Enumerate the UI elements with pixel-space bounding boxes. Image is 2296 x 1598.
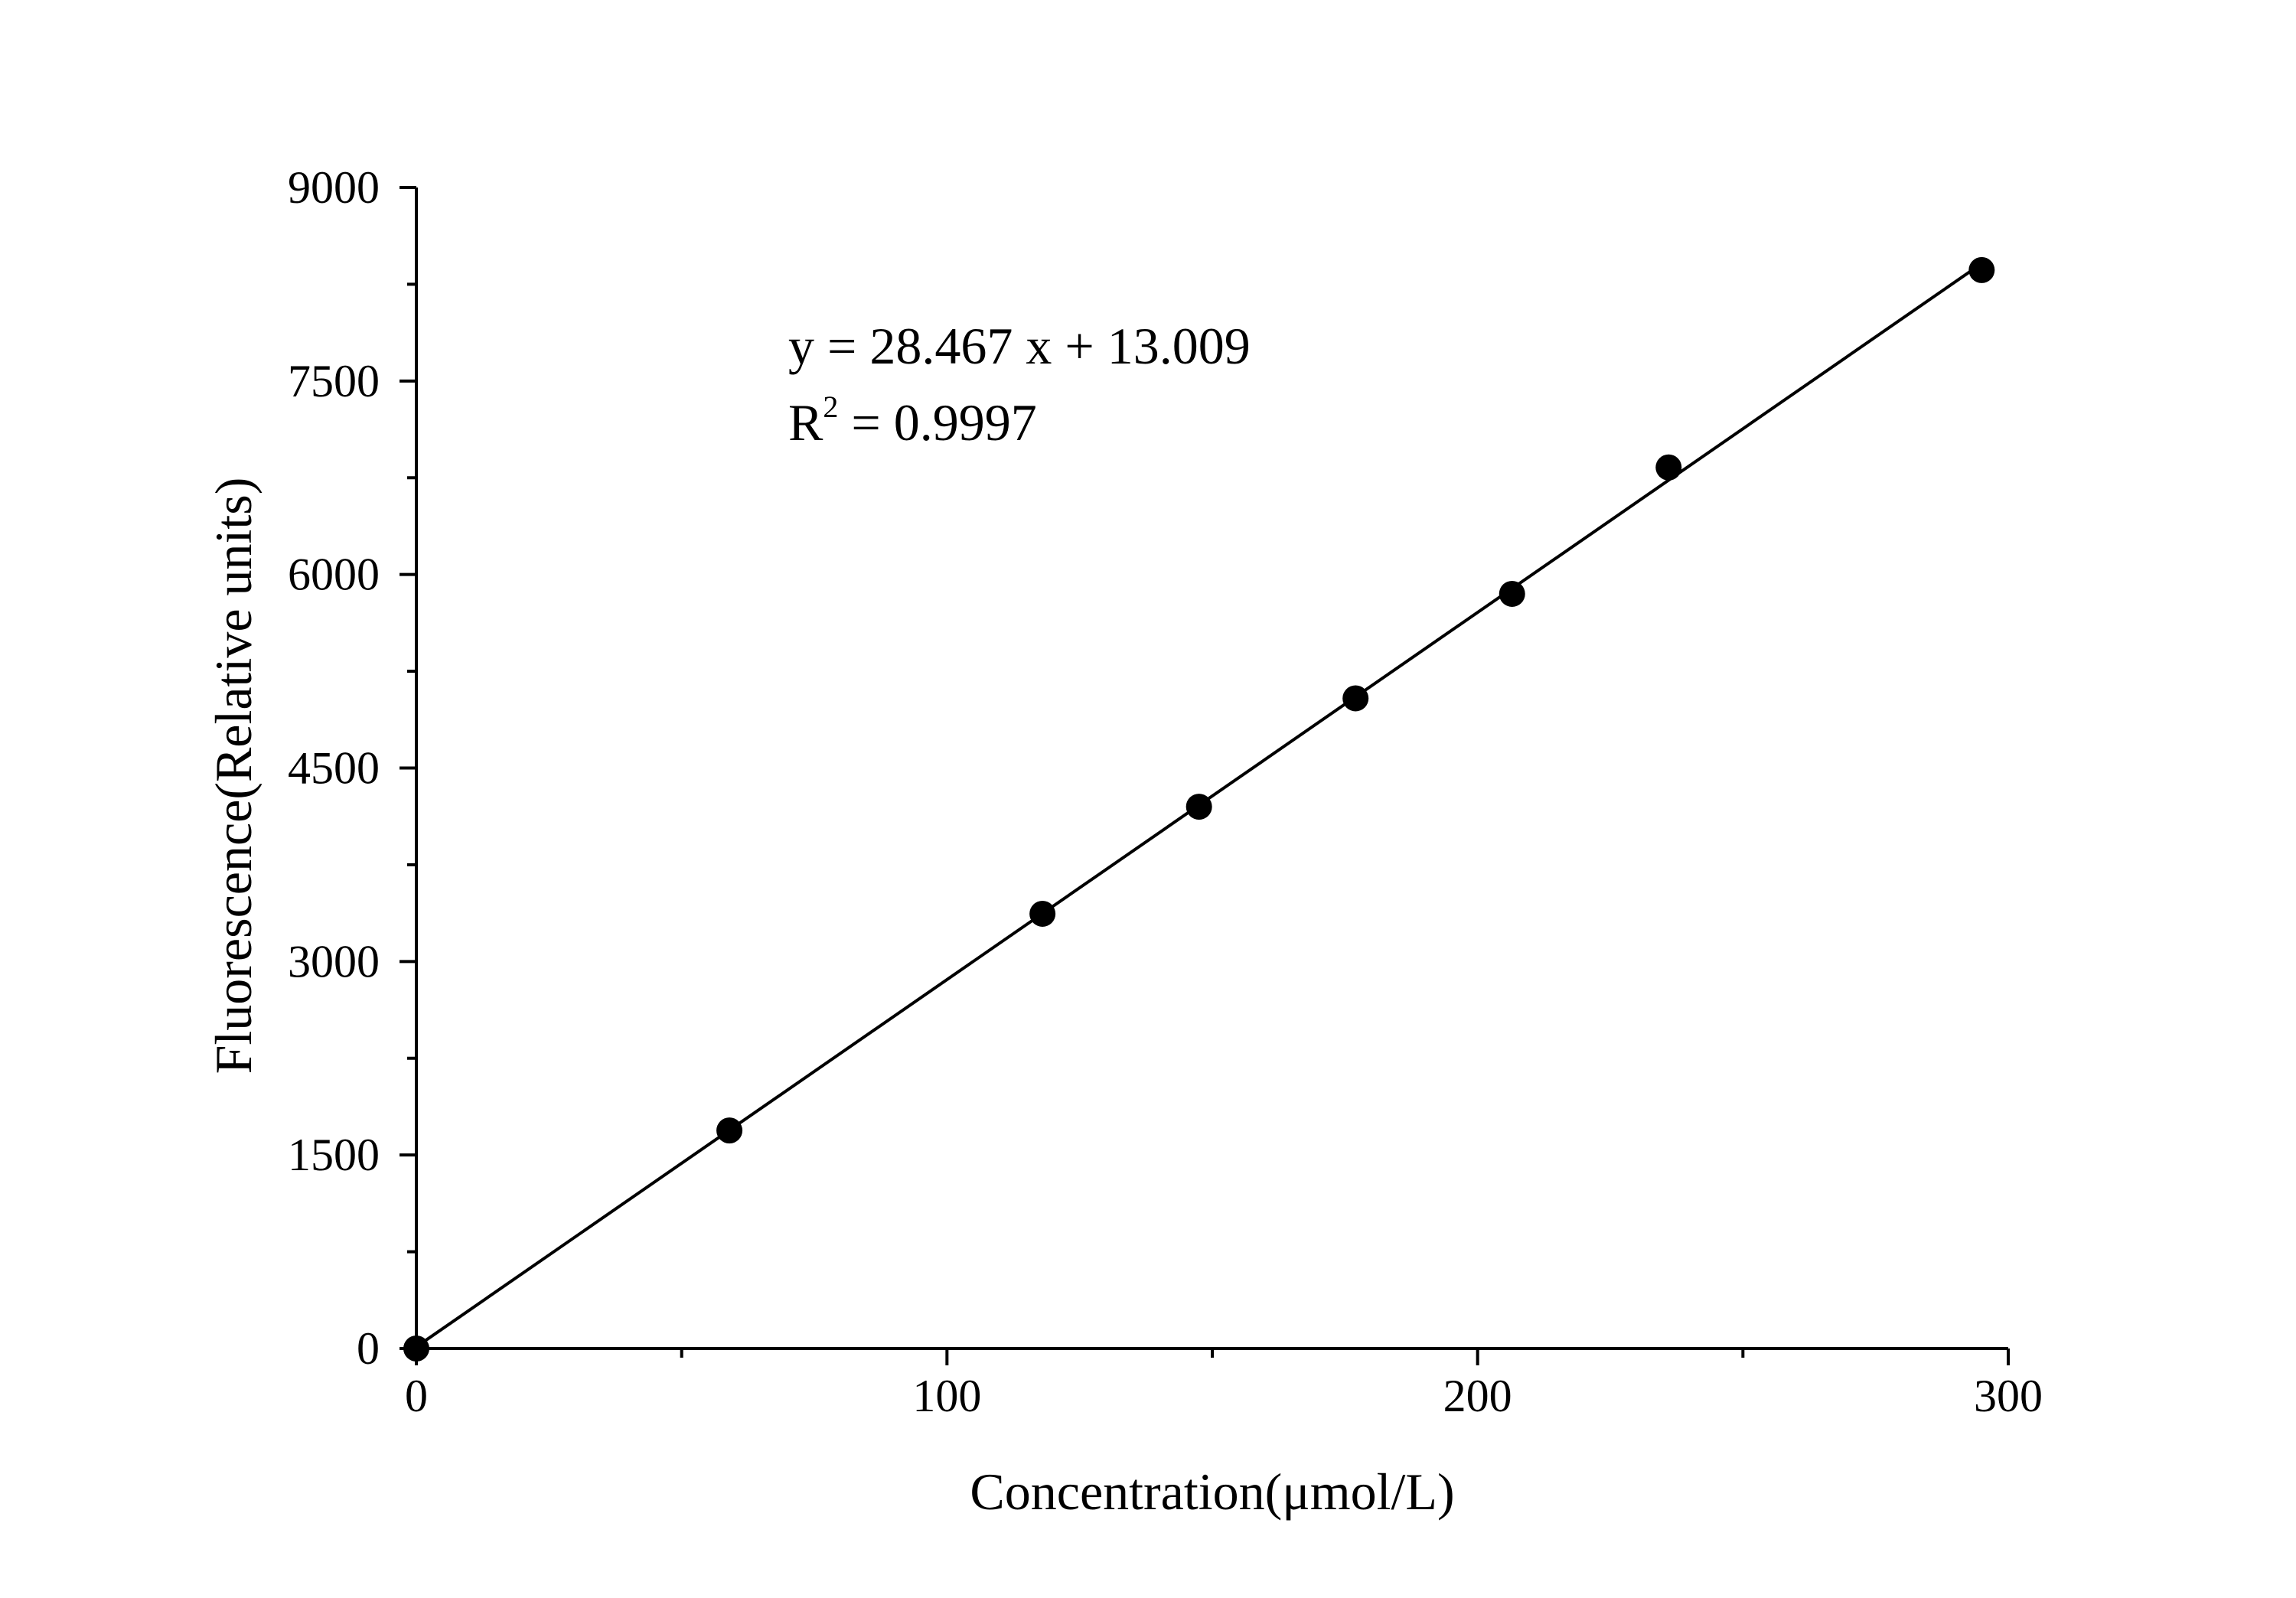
data-point [1342,685,1369,712]
y-ticks: 0 1500 3000 4500 6000 7500 9000 [288,162,416,1374]
x-tick-label: 300 [1974,1371,2043,1421]
data-point [716,1117,743,1144]
x-tick-label: 100 [912,1371,981,1421]
fit-equation: y = 28.467 x + 13.009 [788,317,1251,375]
y-axis-title: Fluorescence(Relative units) [204,478,263,1075]
y-tick-label: 6000 [288,550,380,600]
data-point [1186,794,1212,820]
y-tick-label: 9000 [288,162,380,213]
x-tick-label: 0 [405,1371,428,1421]
x-tick-label: 200 [1443,1371,1512,1421]
y-tick-label: 4500 [288,743,380,794]
y-tick-label: 0 [357,1323,380,1374]
r-squared-value: = 0.9997 [838,393,1036,452]
r-squared: R2 = 0.9997 [788,390,1037,452]
r-squared-exponent: 2 [823,390,838,424]
x-ticks: 0 100 200 300 [405,1349,2043,1421]
data-point [1968,256,1995,283]
x-axis-title: Concentration(μmol/L) [970,1463,1454,1521]
r-squared-symbol: R [788,393,823,452]
data-point [1655,454,1682,481]
data-point [1499,580,1525,607]
y-tick-label: 3000 [288,936,380,987]
data-point [403,1335,429,1362]
y-tick-label: 7500 [288,356,380,406]
plot-area [403,256,1995,1362]
y-tick-label: 1500 [288,1130,380,1180]
data-point [1029,900,1056,927]
